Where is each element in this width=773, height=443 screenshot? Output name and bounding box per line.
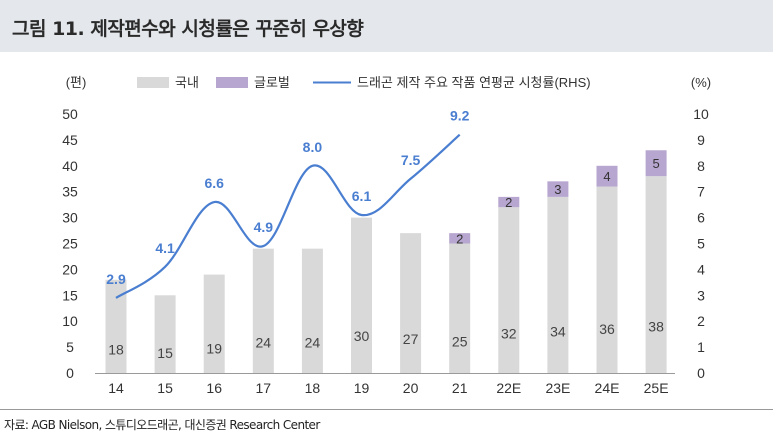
y-right-tick: 7	[697, 184, 705, 200]
bar-domestic-label: 24	[305, 335, 321, 351]
rating-line: 2.9 4.1 6.6 4.9 8.0 6.1 7.5 9.2	[106, 108, 470, 299]
x-tick: 23E	[545, 380, 570, 396]
bar-domestic	[449, 243, 471, 373]
legend-swatch-global	[216, 77, 248, 88]
y-right-tick: 3	[697, 287, 705, 303]
bar-domestic-label: 36	[599, 321, 615, 337]
legend-label-rating: 드래곤 제작 주요 작품 연평균 시청률(RHS)	[357, 75, 591, 90]
figure-header: 그림 11. 제작편수와 시청률은 꾸준히 우상향	[0, 0, 773, 52]
y-right-tick: 0	[697, 365, 705, 381]
bar-global-label: 2	[505, 195, 512, 210]
y-right-tick: 8	[697, 158, 705, 174]
bar-global-label: 3	[554, 182, 561, 197]
legend-swatch-domestic	[137, 77, 169, 88]
combo-chart: 국내 글로벌 드래곤 제작 주요 작품 연평균 시청률(RHS) (편) (%)051…	[62, 75, 711, 396]
y-left-tick: 35	[62, 184, 78, 200]
bars: 18 15 19 24 24 30 27 25 2 32 2 34 3 36 4 38 5	[105, 150, 667, 373]
bar-global-label: 5	[652, 156, 659, 171]
bar-domestic-label: 18	[108, 341, 124, 357]
legend-label-global: 글로벌	[254, 75, 290, 90]
y-left-tick: 50	[62, 106, 78, 122]
bar-domestic-label: 30	[354, 328, 370, 344]
bar-global	[547, 181, 569, 197]
rating-line-path	[115, 133, 461, 299]
rating-label: 4.9	[254, 219, 274, 235]
rating-label: 4.1	[155, 240, 175, 256]
y-left-tick: 45	[62, 132, 78, 148]
y-left-tick: 0	[66, 365, 74, 381]
bar-domestic	[203, 274, 225, 373]
x-tick: 16	[206, 380, 222, 396]
x-tick: 21	[452, 380, 468, 396]
figure-title: 그림 11. 제작편수와 시청률은 꾸준히 우상향	[12, 18, 364, 40]
x-tick: 15	[157, 380, 173, 396]
y-right-tick: 2	[697, 313, 705, 329]
bar-domestic-label: 32	[501, 326, 517, 342]
legend: 국내 글로벌 드래곤 제작 주요 작품 연평균 시청률(RHS)	[137, 75, 591, 90]
bar-domestic-label: 15	[157, 345, 173, 361]
bar-global	[449, 233, 471, 244]
x-tick: 14	[108, 380, 124, 396]
y-left-tick: 25	[62, 236, 78, 252]
rating-label: 6.6	[204, 175, 224, 191]
y-left-tick: 15	[62, 287, 78, 303]
bar-global	[645, 150, 667, 177]
y-right-tick: 6	[697, 210, 705, 226]
bar-domestic	[301, 248, 323, 373]
rating-label: 2.9	[106, 271, 126, 287]
bar-domestic	[154, 295, 176, 373]
bar-domestic-label: 34	[550, 323, 566, 339]
bar-domestic	[498, 207, 520, 373]
y-right-unit: (%)	[691, 75, 711, 90]
bar-domestic	[645, 176, 667, 373]
bar-global-label: 4	[603, 169, 610, 184]
bar-domestic-label: 27	[403, 331, 419, 347]
footer-divider	[0, 409, 773, 410]
bar-global	[498, 196, 520, 208]
y-right-tick: 10	[693, 106, 709, 122]
y-left-tick: 5	[66, 339, 74, 355]
legend-label-domestic: 국내	[175, 75, 199, 90]
y-right-tick: 5	[697, 236, 705, 252]
bar-domestic	[596, 186, 618, 373]
x-tick: 17	[256, 380, 272, 396]
y-left-unit: (편)	[66, 75, 87, 90]
bar-domestic	[105, 279, 127, 373]
y-left-tick: 40	[62, 158, 78, 174]
bar-domestic	[252, 248, 274, 373]
x-tick: 20	[403, 380, 419, 396]
y-left-tick: 20	[62, 261, 78, 277]
rating-label: 6.1	[352, 188, 372, 204]
y-left-tick: 10	[62, 313, 78, 329]
x-tick: 24E	[595, 380, 620, 396]
bar-domestic-label: 38	[648, 319, 664, 335]
bar-global-label: 2	[456, 231, 463, 246]
bar-domestic	[547, 196, 569, 373]
axes: (편) (%)0510152025303540455001234567891014…	[62, 75, 711, 396]
y-right-tick: 9	[697, 132, 705, 148]
rating-label: 8.0	[303, 139, 323, 155]
bar-global	[596, 165, 618, 187]
x-tick: 25E	[644, 380, 669, 396]
bar-domestic	[400, 233, 422, 373]
x-tick: 22E	[496, 380, 521, 396]
bar-domestic	[351, 217, 372, 373]
bar-domestic-label: 25	[452, 334, 468, 350]
y-right-tick: 1	[697, 339, 705, 355]
x-tick: 18	[305, 380, 321, 396]
y-left-tick: 30	[62, 210, 78, 226]
source-note: 자료: AGB Nielson, 스튜디오드래곤, 대신증권 Research …	[4, 418, 320, 432]
y-right-tick: 4	[697, 261, 705, 277]
bar-domestic-label: 19	[206, 340, 222, 356]
chart-area: 국내 글로벌 드래곤 제작 주요 작품 연평균 시청률(RHS) (편) (%) 0 5 1…	[0, 52, 773, 407]
rating-label: 9.2	[450, 108, 470, 124]
bar-domestic-label: 24	[256, 335, 272, 351]
rating-label: 7.5	[401, 152, 421, 168]
x-tick: 19	[354, 380, 370, 396]
